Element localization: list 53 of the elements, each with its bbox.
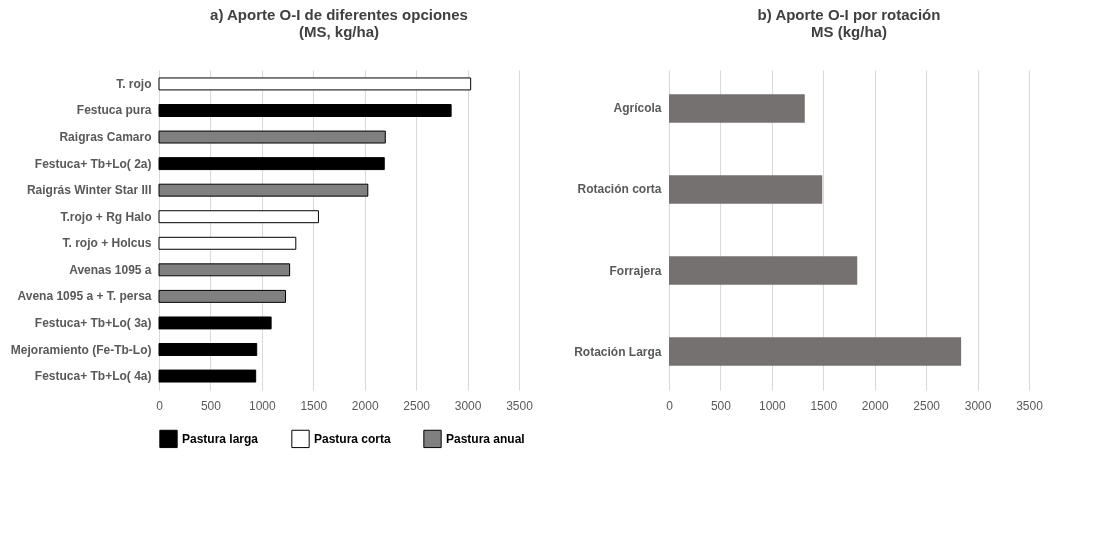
bar xyxy=(669,175,823,204)
bar xyxy=(158,183,369,197)
bar xyxy=(669,256,858,285)
bar xyxy=(669,94,805,123)
y-tick-label: Mejoramiento (Fe-Tb-Lo) xyxy=(10,342,152,357)
x-tick-label: 0 xyxy=(666,398,674,413)
y-tick-label: Festuca+ Tb+Lo( 2a) xyxy=(34,156,152,171)
x-tick-label: 1500 xyxy=(810,398,838,413)
y-tick-label: T. rojo + Holcus xyxy=(62,236,152,251)
chart-title: a) Aporte O-I de diferentes opciones (MS, kg/ha) xyxy=(210,6,468,40)
bar xyxy=(158,104,452,117)
x-tick-label: 2500 xyxy=(403,398,431,413)
y-tick-label: Raigras Camaro xyxy=(59,130,152,145)
y-tick-label: T.rojo + Rg Halo xyxy=(60,209,152,224)
legend-label: Pastura corta xyxy=(314,431,392,446)
y-tick-label: Festuca+ Tb+Lo( 4a) xyxy=(34,369,152,384)
y-tick-label: Agrícola xyxy=(613,101,662,116)
chart-title: b) Aporte O-I por rotación MS (kg/ha) xyxy=(757,6,941,40)
y-tick-label: Avena 1095 a + T. persa xyxy=(17,289,152,304)
x-tick-label: 3500 xyxy=(1016,398,1044,413)
x-tick-label: 2500 xyxy=(913,398,941,413)
bar xyxy=(158,316,272,330)
bar xyxy=(158,289,287,303)
bar xyxy=(669,337,962,366)
x-tick-label: 500 xyxy=(710,398,732,413)
y-tick-label: T. rojo xyxy=(116,76,152,91)
x-tick-label: 3000 xyxy=(454,398,482,413)
y-tick-label: Raigrás Winter Star III xyxy=(26,183,152,198)
bar xyxy=(158,343,258,356)
bar xyxy=(158,210,319,224)
x-tick-label: 1000 xyxy=(249,398,277,413)
bar xyxy=(158,263,291,277)
bar xyxy=(158,157,385,171)
x-tick-label: 500 xyxy=(200,398,222,413)
bar xyxy=(158,369,257,383)
x-tick-label: 2000 xyxy=(861,398,889,413)
x-tick-label: 1500 xyxy=(300,398,328,413)
x-tick-label: 3000 xyxy=(964,398,992,413)
x-tick-label: 0 xyxy=(156,398,164,413)
y-tick-label: Festuca pura xyxy=(76,103,152,118)
y-tick-label: Rotación corta xyxy=(577,182,662,197)
x-tick-label: 3500 xyxy=(506,398,534,413)
legend-label: Pastura larga xyxy=(182,431,259,446)
x-tick-label: 1000 xyxy=(759,398,787,413)
y-tick-label: Forrajera xyxy=(609,263,662,278)
bar xyxy=(158,236,297,250)
legend-label: Pastura anual xyxy=(446,431,525,446)
bar xyxy=(158,77,472,91)
y-tick-label: Avenas 1095 a xyxy=(69,262,152,277)
y-tick-label: Festuca+ Tb+Lo( 3a) xyxy=(34,315,152,330)
bar xyxy=(158,130,386,144)
y-tick-label: Rotación Larga xyxy=(574,344,662,359)
x-tick-label: 2000 xyxy=(351,398,379,413)
